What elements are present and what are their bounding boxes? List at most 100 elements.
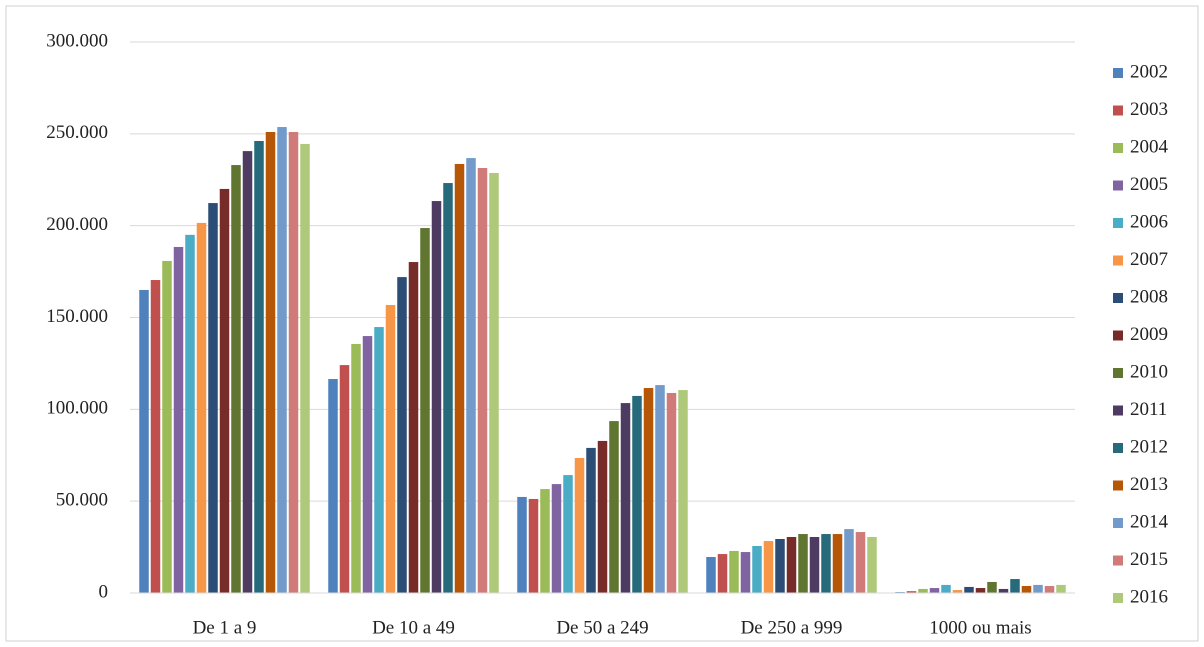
- legend-label: 2008: [1130, 286, 1168, 307]
- bar: [242, 151, 253, 593]
- bar: [231, 165, 241, 593]
- bar: [678, 390, 688, 593]
- bar: [540, 489, 550, 593]
- bar: [196, 222, 207, 593]
- bar: [867, 536, 877, 593]
- bar: [277, 127, 287, 594]
- bar: [328, 379, 338, 593]
- bar: [362, 336, 373, 593]
- bar: [466, 158, 476, 593]
- legend-label: 2011: [1130, 399, 1167, 420]
- bar: [586, 447, 596, 593]
- y-tick-label: 50.000: [56, 490, 108, 511]
- y-tick-label: 300.000: [46, 30, 108, 51]
- bar: [397, 277, 407, 593]
- legend-label: 2016: [1130, 586, 1168, 607]
- bar: [752, 545, 762, 593]
- bar: [597, 440, 608, 593]
- bar: [517, 496, 527, 593]
- bar: [431, 201, 442, 593]
- bar: [975, 588, 986, 593]
- legend-label: 2007: [1130, 249, 1168, 270]
- bar: [855, 532, 866, 593]
- bar: [809, 536, 820, 593]
- bar: [1010, 579, 1020, 593]
- x-tick-label: De 10 a 49: [372, 617, 455, 638]
- bar: [1033, 584, 1043, 593]
- bar: [477, 167, 488, 593]
- bar: [454, 163, 465, 594]
- bar: [632, 395, 642, 593]
- bar: [385, 305, 396, 593]
- bar: [775, 539, 785, 593]
- bar: [929, 588, 940, 593]
- bar: [666, 392, 677, 593]
- legend-swatch: [1113, 443, 1123, 453]
- bar: [300, 143, 310, 593]
- bar: [729, 550, 739, 593]
- legend-swatch: [1113, 143, 1123, 153]
- bar: [443, 183, 453, 593]
- legend-swatch: [1113, 293, 1123, 303]
- bar: [655, 385, 665, 593]
- legend-swatch: [1113, 255, 1123, 266]
- bar: [964, 586, 974, 593]
- bar: [643, 388, 654, 593]
- bar: [408, 262, 419, 593]
- bar: [265, 131, 276, 593]
- bar: [162, 260, 172, 593]
- x-tick-label: De 250 a 999: [741, 617, 843, 638]
- bar: [574, 458, 585, 593]
- bar: [918, 588, 928, 593]
- legend-label: 2003: [1130, 99, 1168, 120]
- bar: [832, 534, 843, 593]
- y-tick-label: 250.000: [46, 122, 108, 143]
- x-tick-label: 1000 ou mais: [929, 617, 1031, 638]
- bar: [1056, 584, 1066, 593]
- bar: [208, 203, 218, 593]
- bar: [150, 280, 161, 593]
- bar: [717, 554, 728, 593]
- legend-label: 2013: [1130, 474, 1168, 495]
- bar: [173, 246, 184, 594]
- x-tick-label: De 1 a 9: [193, 617, 257, 638]
- bar: [609, 421, 619, 593]
- legend-swatch: [1113, 593, 1123, 603]
- bar: [952, 590, 963, 593]
- y-tick-label: 100.000: [46, 398, 108, 419]
- bar: [489, 172, 499, 593]
- legend-label: 2006: [1130, 211, 1168, 232]
- bar: [139, 289, 149, 593]
- legend-label: 2005: [1130, 174, 1168, 195]
- bar: [374, 327, 384, 593]
- bar: [1044, 586, 1055, 593]
- legend-label: 2002: [1130, 61, 1168, 82]
- bar: [941, 584, 951, 593]
- legend-label: 2009: [1130, 324, 1168, 345]
- bar: [844, 529, 854, 593]
- legend-swatch: [1113, 368, 1123, 378]
- bar: [254, 140, 264, 593]
- bar: [339, 365, 350, 593]
- legend-label: 2004: [1130, 136, 1169, 157]
- x-tick-label: De 50 a 249: [556, 617, 648, 638]
- y-tick-label: 200.000: [46, 214, 108, 235]
- legend-label: 2014: [1130, 511, 1169, 532]
- bar: [906, 591, 917, 593]
- bar: [706, 557, 716, 593]
- legend-label: 2010: [1130, 361, 1168, 382]
- bar: [528, 498, 539, 593]
- bar: [219, 188, 230, 593]
- bar: [563, 475, 573, 593]
- bar: [987, 581, 997, 593]
- legend-swatch: [1113, 330, 1123, 341]
- bar: [763, 541, 774, 593]
- legend-swatch: [1113, 180, 1123, 191]
- legend-swatch: [1113, 555, 1123, 566]
- bar: [420, 228, 430, 594]
- bar: [551, 484, 562, 593]
- legend-swatch: [1113, 218, 1123, 228]
- legend-swatch: [1113, 480, 1123, 491]
- bar: [185, 234, 195, 593]
